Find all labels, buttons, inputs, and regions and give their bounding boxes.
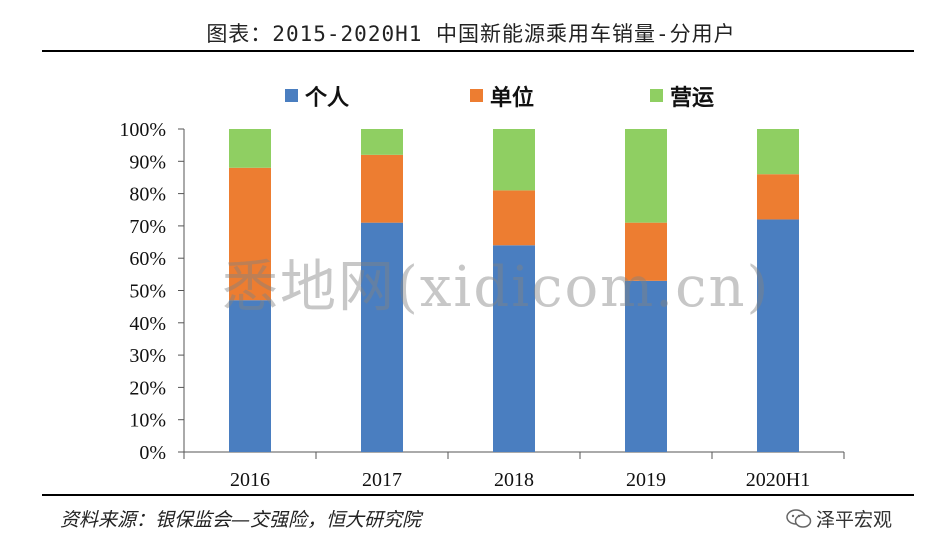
legend-swatch (285, 89, 298, 102)
bar-个人 (625, 280, 667, 452)
bar-单位 (625, 222, 667, 281)
bar-单位 (361, 154, 403, 223)
chart-title: 图表：2015-2020H1 中国新能源乘用车销量-分用户 (206, 22, 736, 46)
bar-单位 (493, 190, 535, 246)
bar-个人 (493, 245, 535, 452)
x-tick-label: 2019 (626, 469, 666, 491)
legend-label: 营运 (670, 86, 714, 111)
wechat-icon (786, 509, 812, 528)
brand-label: 泽平宏观 (786, 505, 892, 532)
legend-label: 单位 (490, 85, 534, 111)
bar-单位 (757, 174, 799, 220)
x-tick-label: 2020H1 (746, 469, 810, 491)
bar-营运 (361, 129, 403, 155)
bar-营运 (229, 129, 271, 168)
y-tick-label: 0% (139, 442, 166, 464)
bar-个人 (757, 219, 799, 452)
watermark: 悉地网(xidicom.cn) (222, 255, 771, 320)
y-tick-label: 20% (129, 377, 166, 399)
bar-个人 (361, 222, 403, 452)
source-note: 资料来源：银保监会—交强险，恒大研究院 (60, 509, 422, 531)
x-tick-label: 2018 (494, 469, 534, 491)
source-rule (42, 494, 914, 496)
legend-swatch (470, 89, 483, 102)
y-tick-label: 40% (129, 313, 166, 335)
y-tick-label: 90% (129, 151, 166, 173)
brand-name: 泽平宏观 (816, 509, 893, 531)
legend-label: 个人 (305, 86, 349, 111)
y-tick-label: 30% (129, 345, 166, 367)
bar-营运 (757, 129, 799, 175)
legend-swatch (650, 89, 663, 102)
bar-营运 (493, 129, 535, 191)
y-tick-label: 10% (129, 410, 166, 432)
x-tick-label: 2017 (362, 469, 402, 491)
x-tick-label: 2016 (230, 469, 270, 491)
y-tick-label: 100% (119, 119, 166, 141)
y-tick-label: 80% (129, 184, 166, 206)
bar-营运 (625, 129, 667, 223)
y-tick-label: 70% (129, 216, 166, 238)
bar-个人 (229, 300, 271, 452)
y-tick-label: 60% (129, 248, 166, 270)
title-rule (42, 50, 914, 52)
y-tick-label: 50% (129, 281, 166, 303)
bar-单位 (229, 167, 271, 301)
